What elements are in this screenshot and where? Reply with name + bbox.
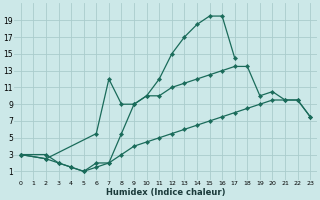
X-axis label: Humidex (Indice chaleur): Humidex (Indice chaleur) — [106, 188, 225, 197]
